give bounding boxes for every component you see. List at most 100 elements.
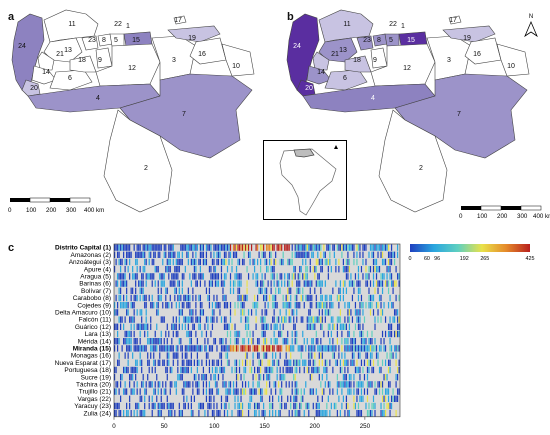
heatmap-cell xyxy=(237,345,239,352)
heatmap-cell xyxy=(264,352,266,359)
heatmap-cell xyxy=(263,338,265,345)
heatmap-cell xyxy=(287,359,289,366)
heatmap-cell xyxy=(198,374,200,381)
heatmap-cell xyxy=(356,366,358,374)
heatmap-cell xyxy=(321,294,323,302)
heatmap-cell xyxy=(294,266,296,273)
heatmap-cell xyxy=(291,273,293,280)
heatmap-cell xyxy=(272,266,274,273)
heatmap-cell xyxy=(117,302,119,309)
heatmap-cell xyxy=(311,294,313,302)
heatmap-cell xyxy=(133,316,135,323)
heatmap-cell xyxy=(196,388,198,395)
heatmap-cell xyxy=(154,359,156,366)
heatmap-cell xyxy=(153,273,155,280)
heatmap-cell xyxy=(338,287,340,294)
heatmap-cell xyxy=(184,323,186,330)
heatmap-cell xyxy=(229,330,232,338)
heatmap-cell xyxy=(163,402,165,410)
map-number: 19 xyxy=(463,35,471,42)
heatmap-cell xyxy=(365,266,367,273)
heatmap-cell xyxy=(321,395,323,402)
heatmap-cell xyxy=(344,410,346,417)
heatmap-cell xyxy=(357,323,360,330)
heatmap-cell xyxy=(207,410,209,417)
heatmap-cell xyxy=(260,316,262,323)
heatmap-cell xyxy=(144,323,146,330)
heatmap-cell xyxy=(384,316,387,323)
panel-label-b: b xyxy=(287,11,294,23)
map-number: 15 xyxy=(132,37,140,44)
heatmap-cell xyxy=(266,258,268,266)
heatmap-cell xyxy=(291,366,293,374)
heatmap-cell xyxy=(381,381,384,388)
heatmap-cell xyxy=(192,388,194,395)
heatmap-cell xyxy=(318,258,320,266)
heatmap-cell xyxy=(314,316,316,323)
heatmap-cell xyxy=(309,374,311,381)
heatmap-cell xyxy=(183,316,185,323)
heatmap-cell xyxy=(381,280,384,287)
heatmap-cell xyxy=(372,366,375,374)
heatmap-cell xyxy=(201,302,203,309)
heatmap-cell xyxy=(258,381,260,388)
heatmap-cell xyxy=(320,352,322,359)
heatmap-cell xyxy=(174,323,176,330)
heatmap-cell xyxy=(190,345,192,352)
heatmap-cell xyxy=(293,359,295,366)
heatmap-cell xyxy=(196,244,198,251)
heatmap-cell xyxy=(302,244,304,251)
heatmap-cell xyxy=(231,258,233,266)
heatmap-cell xyxy=(351,244,354,251)
heatmap-cell xyxy=(141,395,143,402)
heatmap-cell xyxy=(312,251,314,258)
heatmap-cell xyxy=(392,316,394,323)
heatmap-cell xyxy=(210,330,212,338)
heatmap-cell xyxy=(136,381,138,388)
heatmap-cell xyxy=(366,280,369,287)
heatmap-cell xyxy=(217,244,220,251)
heatmap-cell xyxy=(168,402,170,410)
heatmap-cell xyxy=(148,244,150,251)
heatmap-cell xyxy=(151,280,153,287)
heatmap-cell xyxy=(267,366,269,374)
state-nuevaesparta-a xyxy=(173,15,187,25)
heatmap-cell xyxy=(365,273,367,280)
heatmap-cell xyxy=(114,410,116,417)
heatmap-cell xyxy=(279,273,281,280)
heatmap-cell xyxy=(172,316,174,323)
heatmap-cell xyxy=(306,366,308,374)
heatmap-cell xyxy=(374,338,376,345)
heatmap-cell xyxy=(211,273,214,280)
heatmap-cell xyxy=(356,410,358,417)
heatmap-cell xyxy=(210,316,212,323)
heatmap-cell xyxy=(237,388,239,395)
heatmap-cell xyxy=(395,280,397,287)
map-number: 15 xyxy=(407,37,415,44)
heatmap-cell xyxy=(348,316,351,323)
heatmap-cell xyxy=(253,366,256,374)
heatmap-cell xyxy=(345,381,348,388)
heatmap-cell xyxy=(246,330,248,338)
heatmap-cell xyxy=(362,244,364,251)
heatmap-cell xyxy=(213,309,215,316)
heatmap-cell xyxy=(339,294,341,302)
heatmap-cell xyxy=(183,244,185,251)
heatmap-cell xyxy=(190,395,192,402)
heatmap-cell xyxy=(198,381,200,388)
heatmap-cell xyxy=(255,302,257,309)
heatmap-cell xyxy=(257,381,259,388)
heatmap-cell xyxy=(222,381,224,388)
heatmap-cell xyxy=(341,366,343,374)
heatmap-cell xyxy=(234,280,236,287)
heatmap-cell xyxy=(205,258,208,266)
heatmap-cell xyxy=(126,294,128,302)
x-tick-label: 100 xyxy=(209,423,220,430)
heatmap-cell xyxy=(169,251,171,258)
heatmap-cell xyxy=(178,280,180,287)
heatmap-cell xyxy=(396,366,399,374)
heatmap-cell xyxy=(263,251,265,258)
state-nuevaesparta-b xyxy=(448,15,462,25)
map-number: 18 xyxy=(78,57,86,64)
heatmap-cell xyxy=(129,402,131,410)
